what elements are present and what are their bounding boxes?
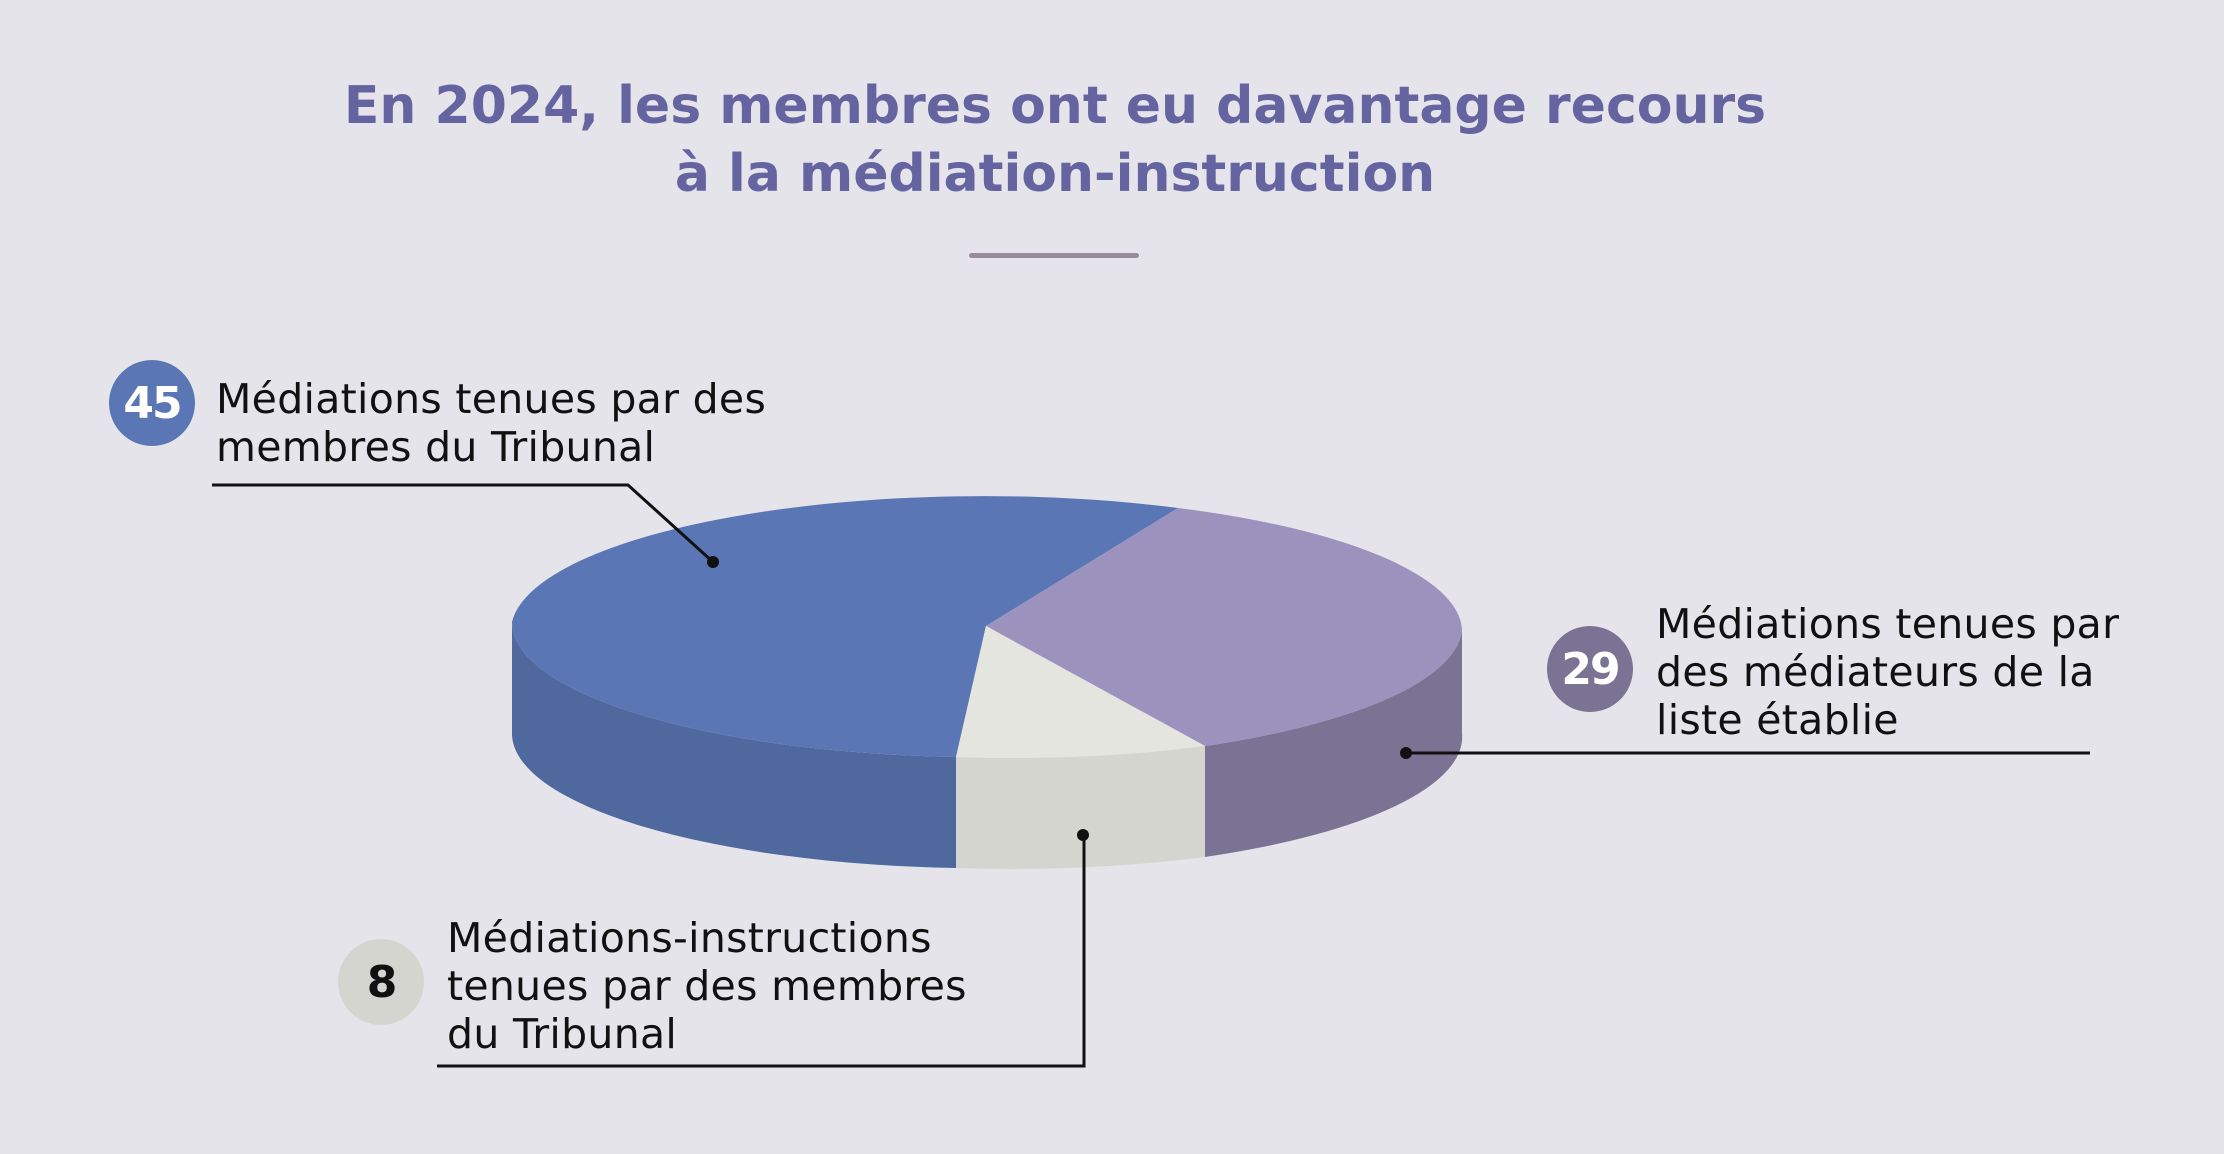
leader-line-instruction [437, 835, 1086, 1068]
value-badge-members: 45 [109, 360, 195, 446]
label-members-line-2: membres du Tribunal [216, 423, 656, 471]
slice-top-instruction [956, 626, 1205, 758]
label-instruction-line-1: Médiations-instructions [447, 914, 932, 962]
chart-title-line-1: En 2024, les membres ont eu davantage re… [343, 76, 1767, 136]
chart-title-line-2: à la médiation-instruction [674, 144, 1436, 204]
chart-title: En 2024, les membres ont eu davantage re… [0, 72, 2110, 208]
value-list: 29 [1561, 643, 1620, 695]
label-instruction-line-3: du Tribunal [447, 1010, 678, 1058]
title-underline [969, 253, 1139, 258]
slice-top-list [986, 508, 1462, 746]
label-list-line-1: Médiations tenues par [1656, 600, 2120, 648]
slice-side-instruction [956, 746, 1205, 869]
value-badge-list: 29 [1547, 626, 1633, 712]
label-members-line-1: Médiations tenues par des [216, 375, 767, 423]
label-members: Médiations tenues par des membres du Tri… [216, 375, 766, 471]
slice-side-list [1205, 630, 1463, 857]
label-list-line-2: des médiateurs de la [1656, 648, 2095, 696]
leader-dot-members [707, 556, 719, 568]
label-list: Médiations tenues par des médiateurs de … [1656, 600, 2119, 744]
label-list-line-3: liste établie [1656, 696, 1899, 744]
slice-side-members [511, 622, 956, 868]
label-instruction: Médiations-instructions tenues par des m… [447, 914, 967, 1058]
label-instruction-line-2: tenues par des membres [447, 962, 967, 1010]
leader-dot-instruction [1077, 829, 1089, 841]
leader-dot-list [1400, 747, 1412, 759]
value-instruction: 8 [366, 956, 398, 1008]
slice-top-members [511, 496, 1178, 757]
leader-line-members [212, 483, 715, 564]
value-members: 45 [123, 377, 182, 429]
value-badge-instruction: 8 [338, 939, 424, 1025]
